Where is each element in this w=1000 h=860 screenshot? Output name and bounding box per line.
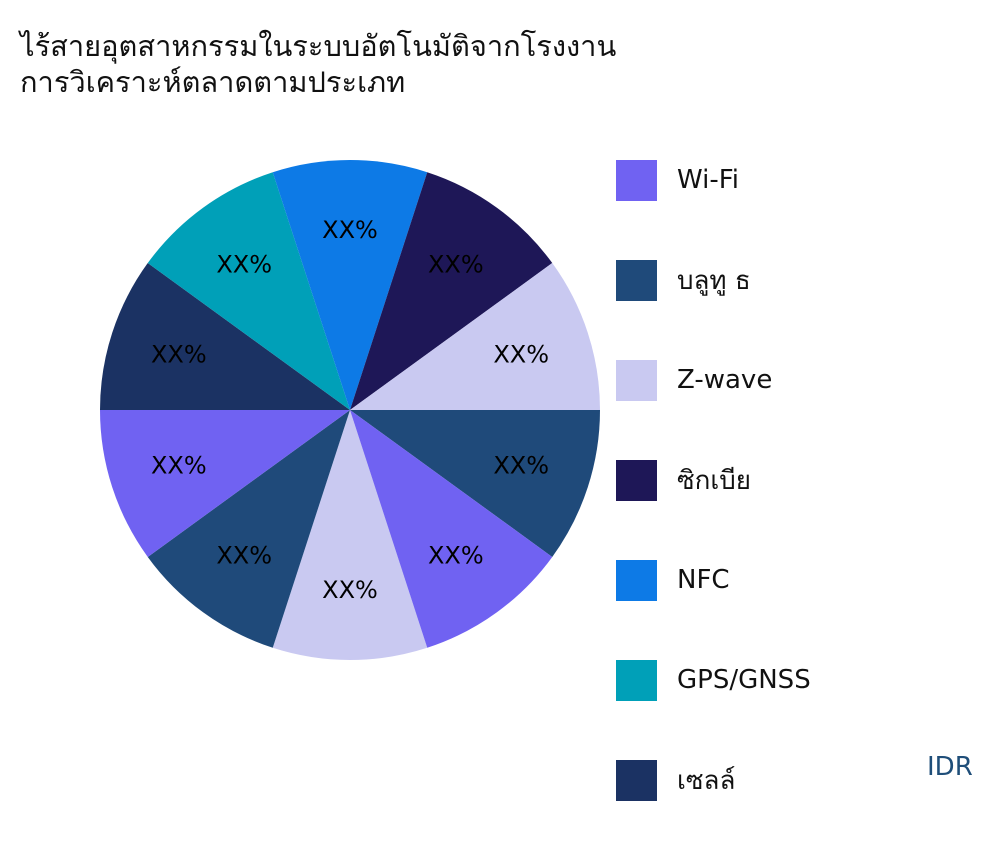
slice-data-label: XX% (428, 542, 484, 570)
pie-slice (350, 410, 600, 557)
chart-title: ไร้สายอุตสาหกรรมในระบบอัตโนมัติจากโรงงาน… (20, 28, 780, 100)
pie-slice (350, 172, 553, 410)
pie-slice (350, 410, 553, 648)
legend-item: Wi-Fi (616, 159, 811, 201)
legend-swatch (616, 259, 657, 301)
slice-data-label: XX% (428, 250, 484, 278)
legend-item: NFC (616, 559, 811, 601)
legend-item: เซลล์ (616, 759, 811, 801)
slice-data-label: XX% (151, 340, 207, 368)
slice-data-label: XX% (493, 452, 549, 480)
slice-data-label: XX% (216, 250, 272, 278)
slice-data-label: XX% (216, 542, 272, 570)
legend-item: Z-wave (616, 359, 811, 401)
pie-slice (350, 263, 600, 410)
slice-data-label: XX% (493, 340, 549, 368)
slice-data-label: XX% (151, 452, 207, 480)
pie-chart: XX% XX% XX% XX% XX% XX% XX% XX% XX% XX% (100, 160, 600, 660)
pie-slice (100, 410, 350, 557)
legend: Wi-Fi บลูทู ธ Z-wave ซิกเบีย NFC GPS/GNSS เซลล… (616, 159, 811, 860)
legend-label: ซิกเบีย (677, 465, 752, 496)
slice-data-label: XX% (322, 216, 378, 244)
legend-swatch (616, 359, 657, 401)
legend-swatch (616, 459, 657, 501)
legend-swatch (616, 559, 657, 601)
pie-slice (147, 410, 350, 648)
legend-label: NFC (677, 565, 730, 595)
legend-label: บลูทู ธ (677, 265, 751, 296)
legend-swatch (616, 159, 657, 201)
legend-swatch (616, 659, 657, 701)
brand-logo: IDR (927, 752, 973, 782)
pie-slice (272, 160, 428, 410)
legend-label: เซลล์ (677, 765, 736, 796)
pie-slice (272, 410, 428, 660)
legend-item: ซิกเบีย (616, 459, 811, 501)
pie-slice (100, 263, 350, 410)
chart-title-line-2: การวิเคราะห์ตลาดตามประเภท (20, 65, 406, 99)
legend-item: บลูทู ธ (616, 259, 811, 301)
slice-data-label: XX% (322, 576, 378, 604)
chart-title-line-1: ไร้สายอุตสาหกรรมในระบบอัตโนมัติจากโรงงาน (20, 29, 617, 63)
legend-swatch (616, 759, 657, 801)
legend-item: GPS/GNSS (616, 659, 811, 701)
legend-label: Wi-Fi (677, 165, 740, 195)
legend-label: GPS/GNSS (677, 665, 811, 695)
legend-label: Z-wave (677, 365, 773, 395)
pie-slice (147, 172, 350, 410)
